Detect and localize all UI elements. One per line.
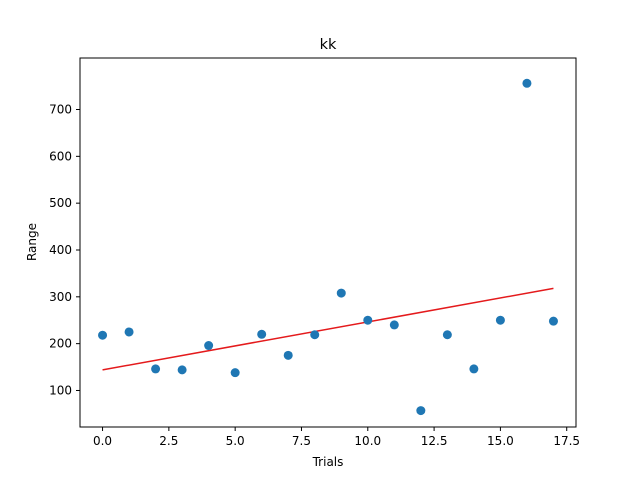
x-tick-label: 17.5 bbox=[553, 434, 580, 448]
data-point bbox=[442, 330, 452, 340]
y-tick-label: 600 bbox=[49, 149, 72, 163]
plot-area bbox=[98, 78, 558, 416]
chart-title: kk bbox=[320, 37, 337, 53]
data-point bbox=[469, 364, 479, 374]
x-tick-label: 2.5 bbox=[159, 434, 178, 448]
y-tick-label: 100 bbox=[49, 383, 72, 397]
y-axis: 100 200 300 400 500 600 700 bbox=[49, 103, 80, 397]
y-tick-label: 500 bbox=[49, 196, 72, 210]
y-tick-label: 700 bbox=[49, 103, 72, 117]
data-point bbox=[310, 330, 320, 340]
x-axis-label: Trials bbox=[312, 455, 344, 469]
data-point bbox=[548, 316, 558, 326]
data-point bbox=[522, 78, 532, 88]
x-tick-label: 7.5 bbox=[292, 434, 311, 448]
data-point bbox=[230, 368, 240, 378]
data-point bbox=[204, 341, 214, 351]
data-point bbox=[98, 330, 108, 340]
y-tick-label: 400 bbox=[49, 243, 72, 257]
plot-frame bbox=[79, 57, 577, 428]
x-axis: 0.0 2.5 5.0 7.5 10.0 12.5 15.0 17.5 bbox=[93, 427, 580, 448]
data-point bbox=[363, 315, 373, 325]
y-axis-label: Range bbox=[25, 223, 39, 261]
data-point bbox=[283, 350, 293, 360]
data-point bbox=[389, 320, 399, 330]
data-point bbox=[177, 365, 187, 375]
trend-line bbox=[102, 287, 554, 371]
y-tick-label: 200 bbox=[49, 337, 72, 351]
data-point bbox=[151, 364, 161, 374]
data-point bbox=[416, 406, 426, 416]
data-point bbox=[336, 288, 346, 298]
x-tick-label: 0.0 bbox=[93, 434, 112, 448]
x-tick-label: 12.5 bbox=[421, 434, 448, 448]
x-tick-label: 15.0 bbox=[487, 434, 514, 448]
x-tick-label: 5.0 bbox=[226, 434, 245, 448]
data-point bbox=[124, 327, 134, 337]
data-point bbox=[495, 315, 505, 325]
data-point bbox=[257, 329, 267, 339]
x-tick-label: 10.0 bbox=[354, 434, 381, 448]
y-tick-label: 300 bbox=[49, 290, 72, 304]
